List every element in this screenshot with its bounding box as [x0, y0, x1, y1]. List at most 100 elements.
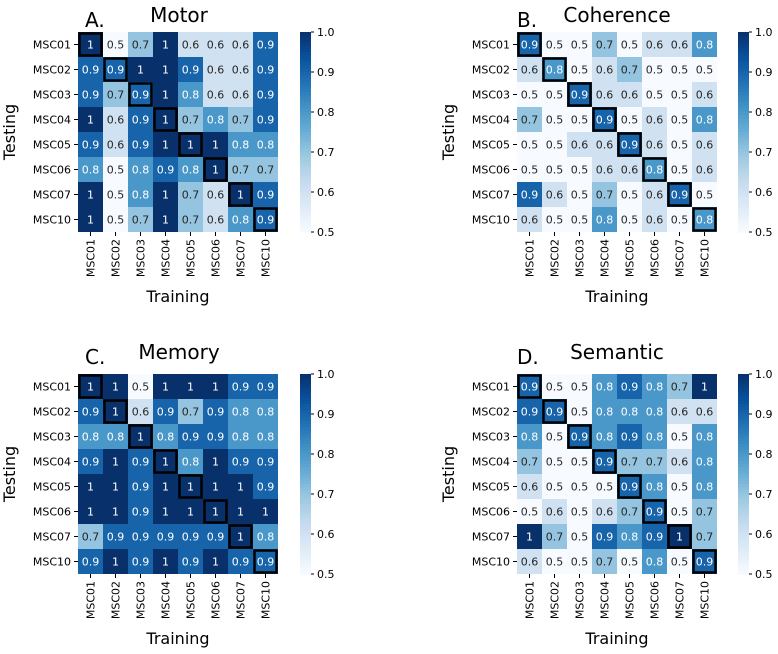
heatmap-cell [692, 399, 717, 424]
heatmap-cell [642, 474, 667, 499]
colorbar-segment [738, 88, 749, 93]
y-tick-label: MSC07 [472, 531, 510, 544]
cell-value-label: 0.7 [257, 164, 275, 177]
heatmap-cell [667, 132, 692, 157]
heatmap-cell [203, 374, 228, 399]
panel-title: Coherence [563, 3, 670, 27]
colorbar-segment [300, 550, 311, 555]
heatmap-cell [692, 32, 717, 57]
diagonal-highlight-box [692, 207, 717, 232]
colorbar-segment [300, 557, 311, 562]
y-tick-label: MSC06 [33, 164, 71, 177]
cell-value-label: 0.7 [107, 89, 125, 102]
colorbar-segment [738, 158, 749, 163]
heatmap-panel-semantic: D. Semantic 0.9 0.5 0.5 0.8 0.9 0.8 0.7 1 0.9 0.9 0.… [439, 340, 773, 648]
colorbar-segment [738, 520, 749, 525]
heatmap-cell [617, 524, 642, 549]
heatmap-cell [592, 32, 617, 57]
cell-value-label: 0.8 [182, 456, 200, 469]
x-tick-label: MSC05 [624, 581, 637, 619]
y-tick-label: MSC07 [472, 189, 510, 202]
colorbar-segment [738, 417, 749, 422]
cell-value-label: 1 [237, 506, 244, 519]
colorbar-segment [300, 118, 311, 123]
cell-value-label: 0.6 [696, 89, 714, 102]
colorbar-segment [300, 92, 311, 96]
cell-value-label: 0.9 [182, 431, 200, 444]
colorbar-segment [300, 142, 311, 146]
colorbar-tick-label: 0.9 [755, 66, 773, 79]
cell-value-label: 0.9 [257, 189, 275, 202]
heatmap-cell [642, 132, 667, 157]
x-tick-label: MSC10 [699, 581, 712, 619]
heatmap-cell [178, 207, 203, 232]
cell-value-label: 1 [112, 381, 119, 394]
colorbar-tick-label: 1.0 [317, 26, 335, 39]
heatmap-cell [203, 474, 228, 499]
heatmap-cell [178, 399, 203, 424]
y-tick-label: MSC03 [472, 89, 510, 102]
cell-value-label: 0.8 [596, 381, 614, 394]
heatmap-cell [253, 157, 278, 182]
heatmap-cell [592, 549, 617, 574]
colorbar-segment [738, 142, 749, 146]
colorbar-segment [300, 424, 311, 428]
heatmap-cell [642, 182, 667, 207]
cell-value-label: 0.9 [157, 406, 175, 419]
colorbar-segment [738, 122, 749, 126]
colorbar-tick-label: 0.5 [755, 226, 773, 239]
cell-value-label: 0.9 [671, 189, 689, 202]
cell-value-label: 0.9 [132, 481, 150, 494]
cell-value-label: 0.8 [232, 214, 250, 227]
cell-value-label: 1 [162, 89, 169, 102]
colorbar-tick-label: 0.8 [755, 106, 773, 119]
heatmap-cell [203, 157, 228, 182]
cell-value-label: 0.5 [696, 189, 714, 202]
heatmap-cell [542, 449, 567, 474]
heatmap-cell [78, 57, 103, 82]
colorbar-segment [300, 148, 311, 153]
cell-value-label: 0.6 [546, 189, 564, 202]
heatmap-cell [78, 107, 103, 132]
cell-value-label: 0.5 [107, 214, 125, 227]
heatmap-cell [103, 524, 128, 549]
cell-value-label: 0.5 [671, 556, 689, 569]
cell-value-label: 0.7 [132, 214, 150, 227]
diagonal-highlight-box [567, 424, 592, 449]
heatmap-cell [228, 182, 253, 207]
heatmap-cell [667, 32, 692, 57]
cell-value-label: 0.9 [232, 456, 250, 469]
colorbar-tick-label: 0.6 [317, 528, 335, 541]
x-axis-label: Training [584, 629, 648, 648]
cell-value-label: 0.6 [596, 506, 614, 519]
cell-value-label: 1 [112, 556, 119, 569]
heatmap-cell [128, 474, 153, 499]
heatmap-cell [203, 524, 228, 549]
colorbar-segment [738, 424, 749, 428]
cell-value-label: 0.9 [182, 556, 200, 569]
cell-value-label: 0.6 [671, 39, 689, 52]
cell-value-label: 0.9 [621, 381, 639, 394]
heatmap-cell [128, 57, 153, 82]
cell-value-label: 0.7 [596, 189, 614, 202]
cell-value-label: 0.8 [621, 406, 639, 419]
y-tick-label: MSC05 [33, 139, 71, 152]
heatmap-cell [592, 474, 617, 499]
y-tick-label: MSC03 [33, 431, 71, 444]
colorbar-segment [300, 404, 311, 408]
heatmap-cell [253, 57, 278, 82]
cell-value-label: 0.5 [546, 556, 564, 569]
cell-value-label: 1 [187, 139, 194, 152]
heatmap-cell [78, 499, 103, 524]
x-axis-label: Training [145, 629, 209, 648]
cell-value-label: 1 [187, 506, 194, 519]
heatmap-cell [228, 374, 253, 399]
colorbar-segment [300, 480, 311, 485]
colorbar-segment [300, 544, 311, 548]
cell-value-label: 1 [87, 381, 94, 394]
cell-value-label: 0.7 [696, 531, 714, 544]
heatmap-cell [617, 549, 642, 574]
heatmap-cell [78, 182, 103, 207]
y-tick-label: MSC04 [33, 456, 71, 469]
colorbar-segment [738, 484, 749, 488]
